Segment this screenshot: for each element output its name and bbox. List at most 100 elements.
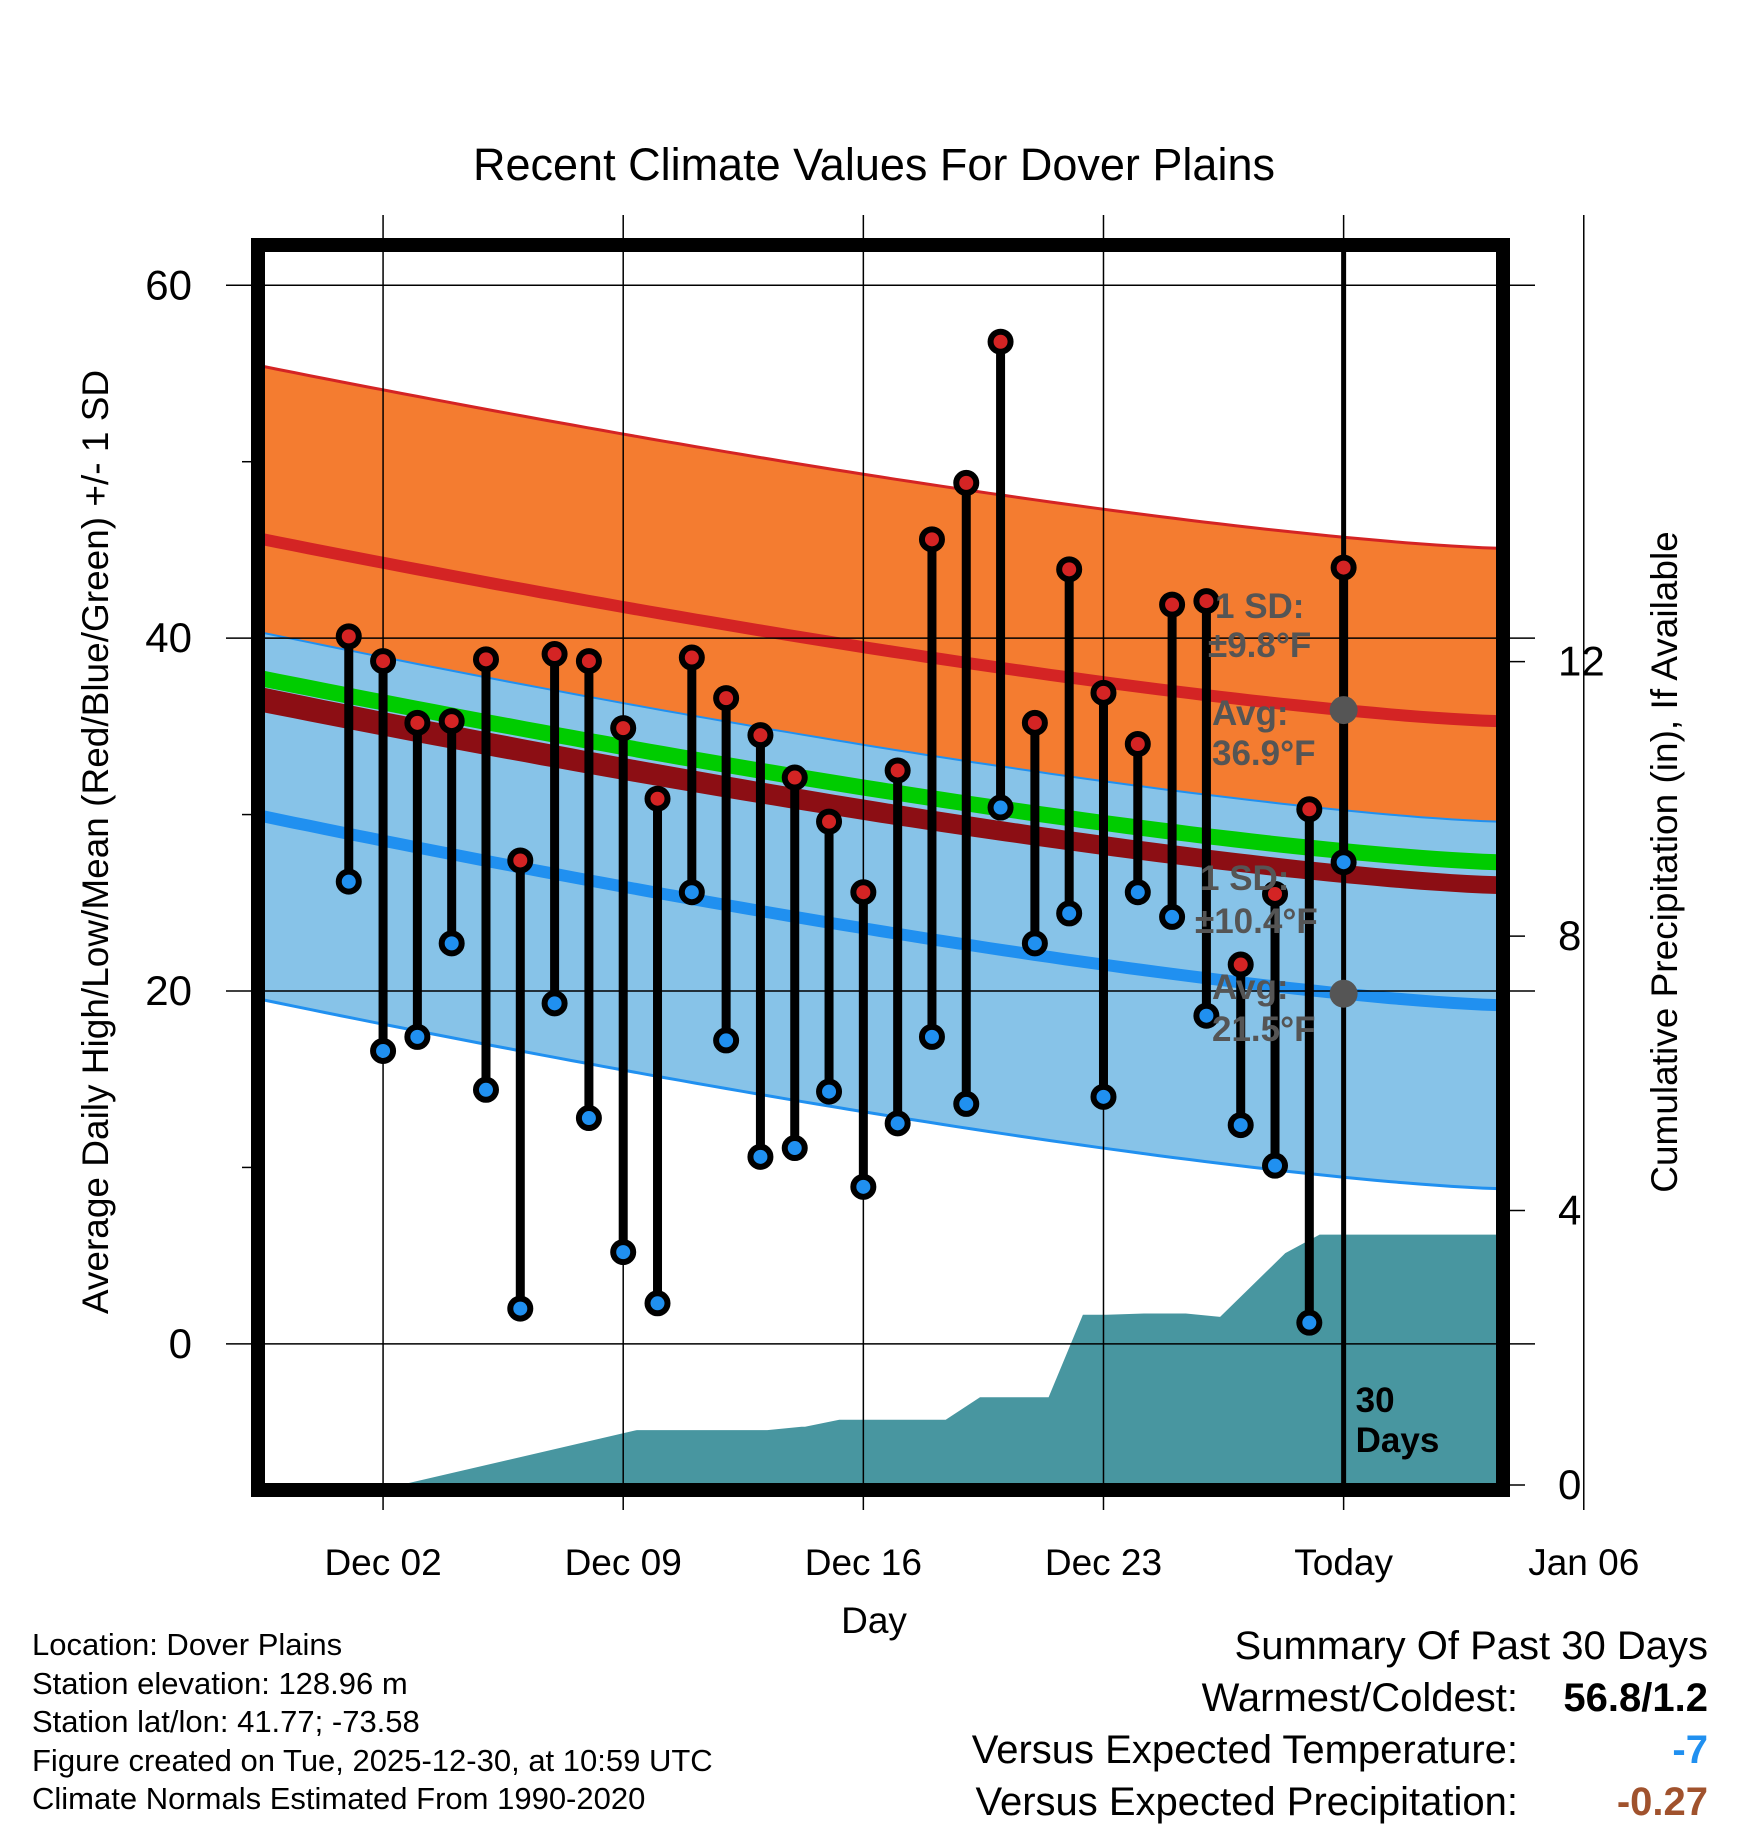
y2-tick-label: 4: [1558, 1187, 1581, 1234]
daily-low-point: [678, 879, 705, 906]
plot-frame: [251, 238, 1510, 1497]
daily-low-point: [1193, 1002, 1220, 1029]
daily-high-point: [816, 808, 843, 835]
daily-low-point: [404, 1023, 431, 1050]
x-tick-label: Dec 16: [805, 1542, 922, 1583]
daily-low-point: [1090, 1083, 1117, 1110]
y-tick-label: 0: [169, 1320, 192, 1367]
daily-high-point: [1262, 880, 1289, 907]
daily-low-point: [1262, 1152, 1289, 1179]
daily-low-point: [884, 1110, 911, 1137]
x-tick-label: Dec 02: [324, 1542, 441, 1583]
daily-low-point: [370, 1037, 397, 1064]
daily-low-point: [781, 1135, 808, 1162]
daily-low-point: [713, 1027, 740, 1054]
high-avg-label: Avg:: [1212, 694, 1288, 733]
summary-precip-row: Versus Expected Precipitation: -0.27: [972, 1776, 1708, 1828]
summary-panel: Summary Of Past 30 Days Warmest/Coldest:…: [972, 1620, 1708, 1828]
normal-low-line: [263, 810, 1498, 1012]
summary-warmest-row: Warmest/Coldest: 56.8/1.2: [972, 1672, 1708, 1724]
info-normals: Climate Normals Estimated From 1990-2020: [32, 1781, 646, 1816]
mean-band: [263, 687, 1498, 894]
daily-high-point: [644, 785, 671, 812]
station-info: Location: Dover Plains Station elevation…: [32, 1626, 713, 1819]
y2-tick-label: 8: [1558, 912, 1581, 959]
axis-layer: Dec 02 Dec 09 Dec 16 Dec 23 Today Jan 0602040…: [145, 261, 1639, 1583]
summary-warmest-label: Warmest/Coldest:: [1201, 1676, 1518, 1720]
daily-low-point: [507, 1295, 534, 1322]
daily-high-point: [404, 709, 431, 736]
daily-low-point: [335, 868, 362, 895]
x-tick-label: Dec 09: [565, 1542, 682, 1583]
daily-high-point: [1056, 556, 1083, 583]
summary-temp-value: -7: [1672, 1728, 1708, 1772]
daily-high-point: [1159, 591, 1186, 618]
daily-high-point: [1124, 731, 1151, 757]
daily-high-point: [1193, 588, 1220, 615]
daily-high-point: [472, 646, 499, 673]
daily-low-point: [438, 930, 465, 957]
summary-title: Summary Of Past 30 Days: [1234, 1624, 1708, 1668]
daily-high-point: [438, 708, 465, 735]
high-avg-value: 36.9°F: [1212, 734, 1316, 773]
y-axis-label: Average Daily High/Low/Mean (Red/Blue/Gr…: [75, 370, 116, 1314]
low-sd-lower-edge: [263, 998, 1498, 1191]
high-sd-value: ±9.8°F: [1208, 626, 1311, 665]
daily-high-point: [884, 757, 911, 784]
daily-low-point: [1330, 849, 1357, 876]
daily-high-point: [850, 879, 877, 906]
daily-low-point: [987, 794, 1014, 821]
daily-low-point: [1021, 930, 1048, 957]
low-sd-label: 1 SD:: [1200, 859, 1289, 898]
daily-low-point: [644, 1290, 671, 1317]
daily-low-point: [918, 1023, 945, 1050]
today-days-label: Days: [1356, 1421, 1440, 1460]
daily-low-point: [1056, 900, 1083, 927]
summary-warmest-value: 56.8/1.2: [1563, 1676, 1708, 1720]
daily-low-point: [953, 1090, 980, 1117]
chart-title: Recent Climate Values For Dover Plains: [473, 139, 1275, 190]
y-tick-label: 60: [145, 261, 192, 308]
daily-high-point: [541, 641, 568, 668]
daily-low-point: [816, 1078, 843, 1105]
daily-high-point: [335, 623, 362, 650]
info-elevation: Station elevation: 128.96 m: [32, 1665, 408, 1701]
daily-low-point: [472, 1076, 499, 1103]
today-low-marker: [1329, 979, 1358, 1008]
daily-high-point: [1021, 709, 1048, 736]
daily-high-point: [1227, 951, 1254, 978]
daily-high-point: [747, 722, 774, 749]
info-latlon: Station lat/lon: 41.77; -73.58: [32, 1704, 420, 1739]
info-created: Figure created on Tue, 2025-12-30, at 10…: [32, 1742, 713, 1778]
summary-precip-value: -0.27: [1616, 1780, 1708, 1824]
x-axis-label: Day: [841, 1600, 907, 1641]
y-tick-label: 20: [145, 967, 192, 1014]
x-tick-label: Dec 23: [1045, 1542, 1162, 1583]
low-sd-upper-edge: [263, 631, 1498, 823]
normal-high-line: [263, 533, 1498, 728]
daily-high-point: [575, 648, 602, 675]
low-sd-band: [263, 632, 1498, 1189]
plot-area: [263, 364, 1498, 1485]
daily-high-point: [1330, 554, 1357, 581]
low-avg-value: 21.5°F: [1212, 1010, 1316, 1049]
x-tick-label: Today: [1294, 1542, 1393, 1583]
summary-precip-label: Versus Expected Precipitation:: [975, 1780, 1518, 1824]
daily-high-point: [678, 644, 705, 671]
daily-high-point: [953, 469, 980, 496]
daily-high-point: [370, 648, 397, 675]
normal-mean-line: [263, 670, 1498, 871]
daily-high-point: [987, 328, 1014, 355]
precipitation-area: [365, 1234, 1498, 1485]
daily-low-point: [1296, 1309, 1323, 1336]
daily-high-point: [610, 715, 637, 742]
summary-temp-label: Versus Expected Temperature:: [971, 1728, 1518, 1772]
daily-high-point: [781, 764, 808, 791]
daily-low-point: [1159, 903, 1186, 930]
summary-temp-row: Versus Expected Temperature: -7: [972, 1724, 1708, 1776]
daily-high-point: [918, 526, 945, 553]
y2-tick-label: 0: [1558, 1461, 1581, 1508]
y2-axis-label: Cumulative Precipitation (in), If Availa…: [1644, 531, 1685, 1193]
